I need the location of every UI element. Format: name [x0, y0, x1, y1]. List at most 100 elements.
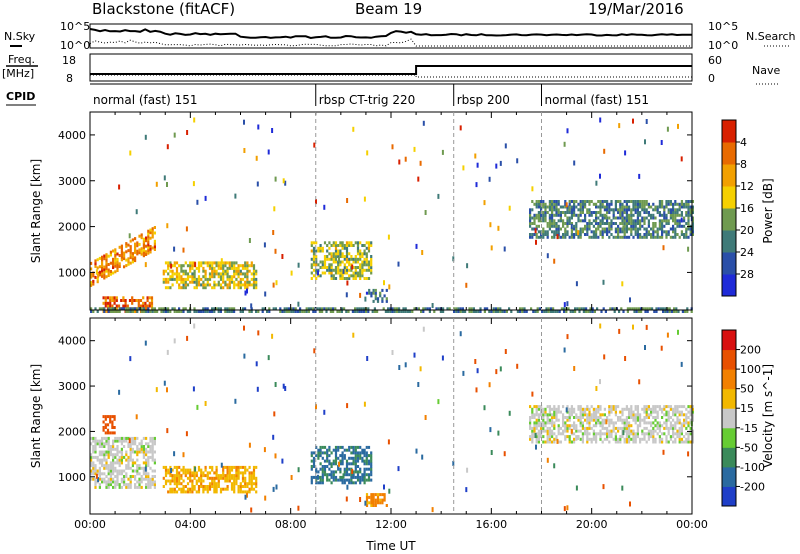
- heatmap-cell: [365, 445, 368, 449]
- heatmap-cell: [639, 424, 642, 428]
- heatmap-cell: [383, 493, 386, 497]
- heatmap-cell: [676, 416, 679, 419]
- heatmap-cell: [147, 238, 150, 241]
- heatmap-cell: [328, 266, 331, 269]
- heatmap-cell: [376, 493, 380, 497]
- heatmap-cell: [544, 202, 547, 206]
- heatmap-cell: [206, 283, 209, 287]
- heatmap-cell: [625, 211, 628, 214]
- heatmap-cell: [368, 291, 371, 295]
- heatmap-cell: [568, 437, 571, 441]
- heatmap-cell: [551, 432, 554, 436]
- heatmap-cell: [621, 413, 624, 417]
- heatmap-cell: [367, 260, 371, 264]
- heatmap-cell: [219, 490, 223, 494]
- heatmap-cell: [279, 307, 282, 311]
- heatmap-cell: [621, 213, 624, 217]
- heatmap-cell: [610, 432, 613, 436]
- heatmap-cell: [334, 475, 338, 479]
- heatmap-cell: [374, 501, 377, 505]
- heatmap-cell: [676, 432, 679, 436]
- heatmap-cell: [233, 474, 236, 478]
- heatmap-cell: [246, 485, 249, 488]
- heatmap-cell: [656, 421, 659, 425]
- heatmap-cell: [575, 281, 578, 287]
- heatmap-cell: [213, 476, 216, 480]
- heatmap-cell: [632, 202, 635, 206]
- heatmap-cell: [345, 496, 348, 502]
- heatmap-cell: [136, 450, 139, 454]
- heatmap-cell: [116, 310, 119, 313]
- heatmap-cell: [559, 235, 562, 239]
- heatmap-cell: [140, 247, 143, 251]
- heatmap-cell: [363, 277, 366, 280]
- heatmap-cell: [317, 481, 320, 485]
- heatmap-cell: [551, 421, 554, 425]
- heatmap-cell: [559, 426, 562, 430]
- heatmap-cell: [570, 208, 573, 212]
- heatmap-cell: [213, 261, 216, 265]
- heatmap-cell: [521, 307, 524, 311]
- heatmap-cell: [217, 307, 220, 311]
- heatmap-cell: [243, 148, 246, 153]
- heatmap-cell: [531, 227, 534, 231]
- heatmap-cell: [315, 470, 318, 474]
- heatmap-cell: [533, 405, 536, 409]
- heatmap-cell: [98, 445, 101, 448]
- heatmap-cell: [131, 238, 134, 242]
- heatmap-cell: [667, 410, 670, 414]
- heatmap-cell: [248, 269, 251, 273]
- heatmap-cell: [226, 275, 229, 279]
- heatmap-cell: [321, 266, 324, 269]
- heatmap-cell: [630, 222, 633, 225]
- heatmap-cell: [208, 487, 212, 491]
- heatmap-cell: [617, 405, 620, 409]
- heatmap-cell: [533, 213, 536, 217]
- heatmap-cell: [145, 458, 148, 462]
- heatmap-cell: [125, 244, 128, 248]
- heatmap-cell: [558, 310, 561, 313]
- heatmap-cell: [321, 473, 324, 477]
- heatmap-cell: [105, 466, 108, 470]
- heatmap-cell: [102, 420, 105, 424]
- heatmap-cell: [555, 213, 558, 217]
- heatmap-cell: [606, 200, 609, 203]
- heatmap-cell: [195, 286, 198, 290]
- heatmap-cell: [288, 310, 291, 313]
- heatmap-cell: [365, 473, 368, 477]
- heatmap-cell: [319, 481, 322, 485]
- heatmap-cell: [540, 213, 543, 217]
- heatmap-cell: [542, 200, 545, 203]
- heatmap-cell: [352, 459, 355, 463]
- heatmap-cell: [182, 283, 185, 287]
- heatmap-cell: [599, 205, 602, 209]
- heatmap-cell: [573, 416, 576, 419]
- heatmap-cell: [568, 200, 571, 203]
- heatmap-cell: [566, 211, 569, 214]
- heatmap-cell: [332, 470, 335, 474]
- heatmap-cell: [123, 265, 126, 269]
- heatmap-cell: [497, 310, 500, 313]
- heatmap-cell: [175, 490, 179, 494]
- heatmap-cell: [686, 310, 689, 313]
- heatmap-cell: [282, 383, 285, 389]
- heatmap-cell: [636, 426, 639, 430]
- heatmap-cell: [584, 202, 587, 206]
- heatmap-cell: [479, 307, 482, 311]
- heatmap-cell: [145, 310, 148, 313]
- heatmap-cell: [332, 310, 335, 313]
- heatmap-cell: [228, 468, 231, 472]
- heatmap-cell: [90, 261, 93, 265]
- heatmap-cell: [584, 213, 587, 217]
- colorbar-frame: [721, 329, 737, 507]
- heatmap-cell: [348, 268, 351, 272]
- heatmap-cell: [639, 205, 642, 209]
- heatmap-cell: [636, 230, 639, 234]
- heatmap-cell: [123, 251, 126, 255]
- heatmap-cell: [113, 415, 116, 419]
- heatmap-cell: [639, 224, 642, 228]
- heatmap-cell: [90, 453, 93, 457]
- heatmap-cell: [477, 310, 480, 313]
- heatmap-cell: [92, 461, 95, 465]
- heatmap-cell: [330, 462, 333, 466]
